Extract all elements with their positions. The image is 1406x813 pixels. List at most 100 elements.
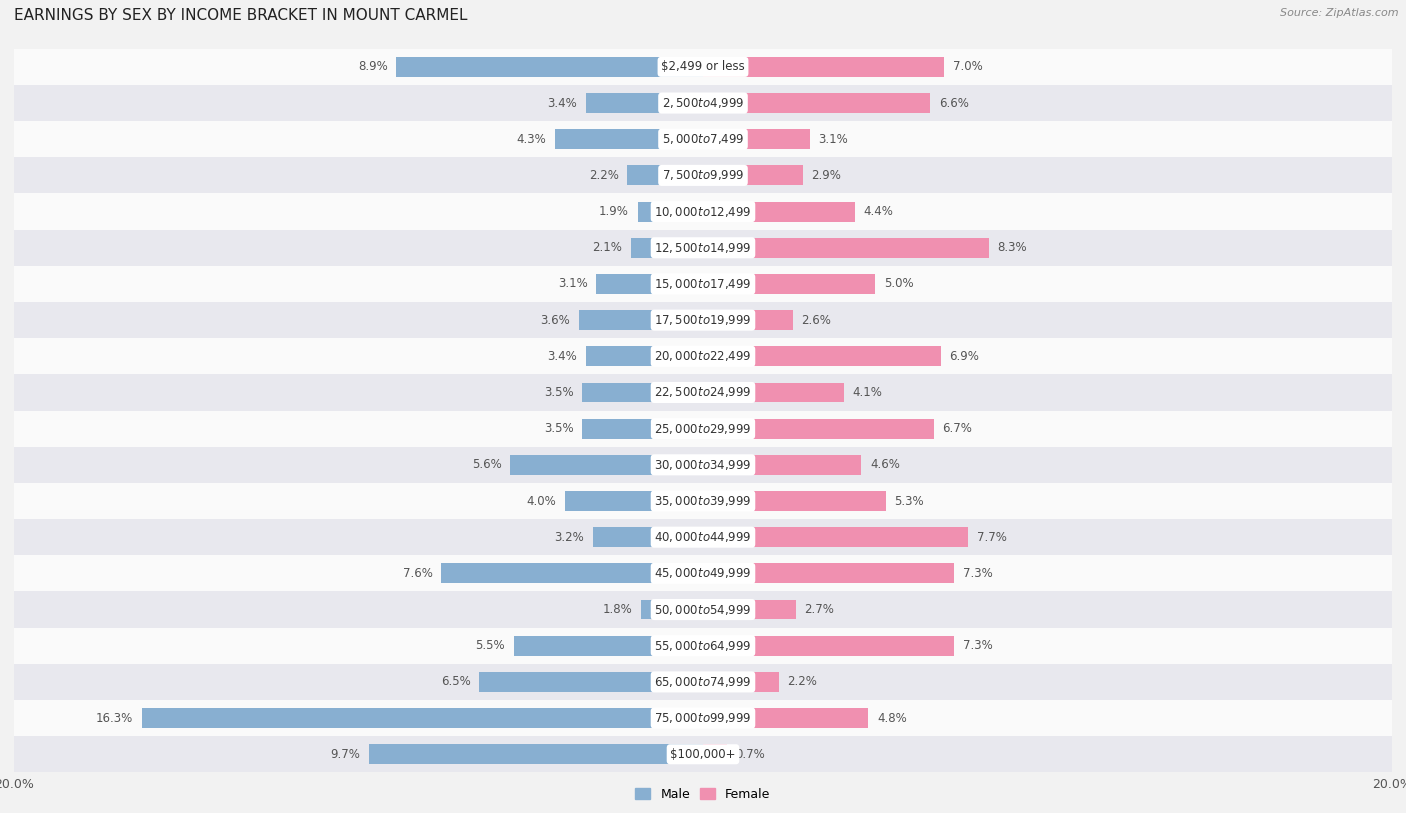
Text: 6.9%: 6.9% (949, 350, 979, 363)
Text: 3.5%: 3.5% (544, 422, 574, 435)
Text: $35,000 to $39,999: $35,000 to $39,999 (654, 494, 752, 508)
Bar (513, 636, 703, 655)
Bar (703, 672, 779, 692)
Text: 4.1%: 4.1% (853, 386, 883, 399)
Text: 2.9%: 2.9% (811, 169, 841, 182)
Text: 3.4%: 3.4% (547, 97, 578, 110)
Text: 2.1%: 2.1% (592, 241, 621, 254)
Bar (703, 93, 931, 113)
Bar (703, 166, 803, 185)
Text: 6.6%: 6.6% (939, 97, 969, 110)
Text: 4.0%: 4.0% (527, 494, 557, 507)
Text: 7.0%: 7.0% (953, 60, 983, 73)
Text: 1.9%: 1.9% (599, 205, 628, 218)
Bar (14, 230, 1392, 266)
Bar (368, 745, 703, 764)
Text: Source: ZipAtlas.com: Source: ZipAtlas.com (1281, 8, 1399, 18)
Text: 4.6%: 4.6% (870, 459, 900, 472)
Bar (579, 311, 703, 330)
Text: $40,000 to $44,999: $40,000 to $44,999 (654, 530, 752, 544)
Bar (586, 346, 703, 366)
Bar (479, 672, 703, 692)
Bar (14, 302, 1392, 338)
Bar (14, 193, 1392, 229)
Bar (627, 166, 703, 185)
Text: $30,000 to $34,999: $30,000 to $34,999 (654, 458, 752, 472)
Text: 16.3%: 16.3% (96, 711, 134, 724)
Bar (703, 383, 844, 402)
Bar (441, 563, 703, 583)
Text: $25,000 to $29,999: $25,000 to $29,999 (654, 422, 752, 436)
Bar (14, 85, 1392, 121)
Bar (14, 520, 1392, 555)
Text: 7.7%: 7.7% (977, 531, 1007, 544)
Text: $45,000 to $49,999: $45,000 to $49,999 (654, 567, 752, 580)
Text: 3.6%: 3.6% (541, 314, 571, 327)
Text: 4.4%: 4.4% (863, 205, 893, 218)
Bar (703, 202, 855, 221)
Bar (14, 628, 1392, 663)
Bar (510, 455, 703, 475)
Text: $2,500 to $4,999: $2,500 to $4,999 (662, 96, 744, 110)
Bar (703, 491, 886, 511)
Bar (631, 238, 703, 258)
Bar (14, 49, 1392, 85)
Bar (703, 600, 796, 620)
Bar (703, 528, 969, 547)
Text: 2.6%: 2.6% (801, 314, 831, 327)
Text: $50,000 to $54,999: $50,000 to $54,999 (654, 602, 752, 616)
Text: $5,000 to $7,499: $5,000 to $7,499 (662, 133, 744, 146)
Bar (14, 555, 1392, 592)
Text: 2.2%: 2.2% (787, 676, 817, 689)
Text: 3.1%: 3.1% (818, 133, 848, 146)
Text: 6.5%: 6.5% (440, 676, 471, 689)
Text: $65,000 to $74,999: $65,000 to $74,999 (654, 675, 752, 689)
Text: 2.2%: 2.2% (589, 169, 619, 182)
Text: 0.7%: 0.7% (735, 748, 765, 761)
Text: 5.0%: 5.0% (884, 277, 914, 290)
Text: $7,500 to $9,999: $7,500 to $9,999 (662, 168, 744, 182)
Bar (641, 600, 703, 620)
Text: $10,000 to $12,499: $10,000 to $12,499 (654, 205, 752, 219)
Text: $55,000 to $64,999: $55,000 to $64,999 (654, 639, 752, 653)
Text: 5.6%: 5.6% (472, 459, 502, 472)
Text: $2,499 or less: $2,499 or less (661, 60, 745, 73)
Bar (14, 737, 1392, 772)
Bar (703, 274, 875, 293)
Bar (703, 419, 934, 438)
Bar (703, 311, 793, 330)
Legend: Male, Female: Male, Female (630, 783, 776, 806)
Text: $15,000 to $17,499: $15,000 to $17,499 (654, 277, 752, 291)
Text: 9.7%: 9.7% (330, 748, 360, 761)
Bar (703, 708, 869, 728)
Bar (14, 700, 1392, 737)
Text: 7.3%: 7.3% (963, 639, 993, 652)
Text: 8.9%: 8.9% (359, 60, 388, 73)
Bar (14, 663, 1392, 700)
Text: $17,500 to $19,999: $17,500 to $19,999 (654, 313, 752, 327)
Text: 6.7%: 6.7% (942, 422, 973, 435)
Bar (14, 158, 1392, 193)
Bar (703, 238, 988, 258)
Bar (703, 636, 955, 655)
Text: 4.3%: 4.3% (516, 133, 547, 146)
Text: 4.8%: 4.8% (877, 711, 907, 724)
Text: 7.6%: 7.6% (402, 567, 433, 580)
Bar (586, 93, 703, 113)
Bar (703, 455, 862, 475)
Bar (703, 346, 941, 366)
Bar (593, 528, 703, 547)
Text: 5.5%: 5.5% (475, 639, 505, 652)
Text: $75,000 to $99,999: $75,000 to $99,999 (654, 711, 752, 725)
Bar (565, 491, 703, 511)
Bar (555, 129, 703, 149)
Text: $12,500 to $14,999: $12,500 to $14,999 (654, 241, 752, 254)
Bar (596, 274, 703, 293)
Bar (582, 419, 703, 438)
Text: $100,000+: $100,000+ (671, 748, 735, 761)
Bar (14, 266, 1392, 302)
Text: 1.8%: 1.8% (603, 603, 633, 616)
Text: 5.3%: 5.3% (894, 494, 924, 507)
Bar (637, 202, 703, 221)
Text: 2.7%: 2.7% (804, 603, 835, 616)
